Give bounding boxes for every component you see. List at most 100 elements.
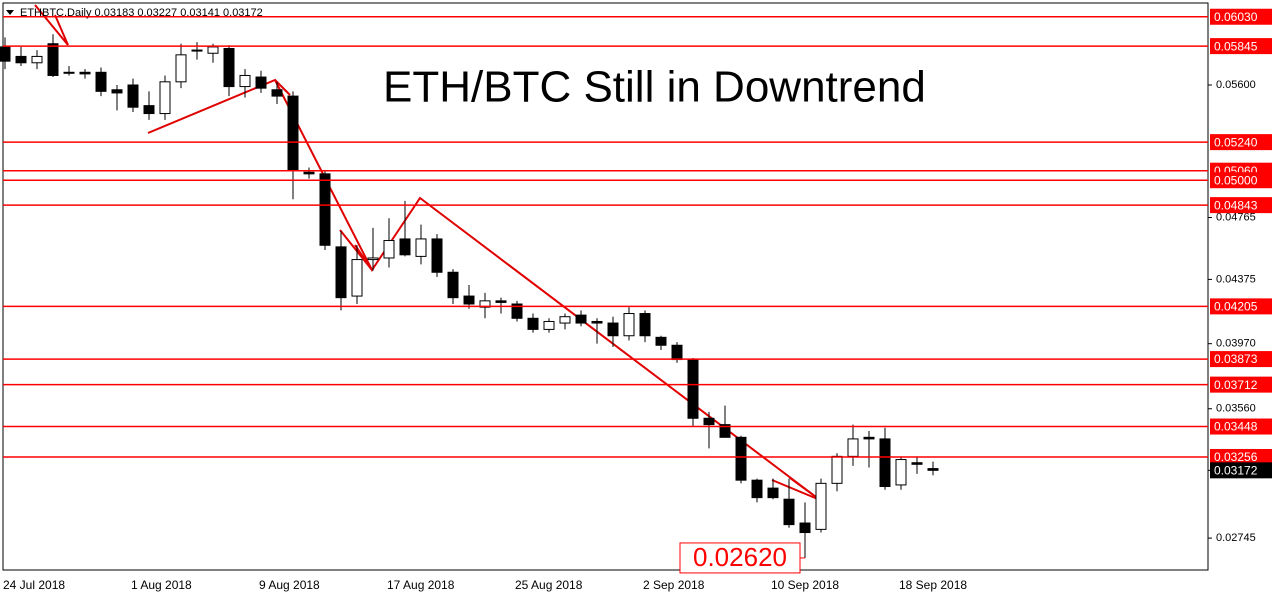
- candle-body: [15, 55, 27, 64]
- candle-body: [511, 303, 523, 319]
- candle-body: [255, 76, 267, 89]
- candle-body: [463, 295, 475, 305]
- candle-body: [879, 438, 891, 488]
- candle-body: [719, 424, 731, 438]
- y-tick-label: 0.03560: [1216, 403, 1256, 415]
- level-label: 0.03256: [1214, 450, 1258, 464]
- x-tick-label: 24 Jul 2018: [3, 578, 65, 592]
- arrow: [771, 479, 821, 501]
- level-label-box: [1210, 376, 1272, 393]
- candle-body: [47, 43, 59, 76]
- candle-body: [655, 336, 667, 346]
- x-tick-label: 18 Sep 2018: [899, 578, 967, 592]
- level-label-box: [1210, 134, 1272, 151]
- level-label: 0.03712: [1214, 378, 1258, 392]
- level-label: 0.04843: [1214, 198, 1258, 212]
- candle-body: [335, 246, 347, 299]
- arrow: [54, 14, 69, 46]
- plot-frame: [2, 2, 1209, 571]
- candle-body: [63, 71, 75, 74]
- candle-body: [31, 55, 43, 64]
- candle-body: [527, 317, 539, 330]
- y-tick-label: 0.05600: [1216, 79, 1256, 91]
- candle-body: [863, 436, 875, 440]
- annotation-box: [679, 542, 801, 574]
- candle-body: [351, 259, 363, 297]
- level-label: 0.05000: [1214, 173, 1258, 187]
- arrow: [34, 4, 69, 46]
- level-label: 0.05240: [1214, 135, 1258, 149]
- candle-body: [767, 487, 779, 499]
- y-tick-label: 0.04765: [1216, 211, 1256, 223]
- level-label: 0.03873: [1214, 352, 1258, 366]
- level-label-box: [1210, 351, 1272, 368]
- candle-body: [479, 300, 491, 308]
- candle-body: [127, 84, 139, 108]
- candle-body: [431, 238, 443, 273]
- header-icon: [6, 10, 14, 15]
- arrow: [789, 477, 821, 501]
- candle-body: [783, 498, 795, 526]
- candle-body: [175, 54, 187, 83]
- candle-body: [639, 313, 651, 337]
- candle-body: [815, 482, 827, 530]
- candle-body: [207, 46, 219, 54]
- candle-body: [415, 238, 427, 257]
- candle-body: [575, 314, 587, 324]
- level-label-box: [1210, 197, 1272, 214]
- candle-body: [895, 459, 907, 486]
- arrow: [354, 244, 373, 271]
- candle-body: [703, 417, 715, 426]
- candle-body: [671, 344, 683, 361]
- level-label: 0.05845: [1214, 39, 1258, 53]
- candle-body: [159, 81, 171, 115]
- level-label-box: [1210, 449, 1272, 465]
- candle-body: [383, 240, 395, 259]
- x-tick-label: 1 Aug 2018: [131, 578, 192, 592]
- candle-body: [191, 49, 203, 52]
- x-tick-label: 2 Sep 2018: [643, 578, 705, 592]
- y-tick-label: 0.02745: [1216, 532, 1256, 544]
- candle-body: [591, 320, 603, 324]
- level-label-box: [1210, 418, 1272, 435]
- candle-body: [287, 95, 299, 172]
- level-label: 0.04205: [1214, 300, 1258, 314]
- candle-body: [143, 105, 155, 115]
- candle-body: [911, 462, 923, 465]
- candle-body: [687, 359, 699, 419]
- candle-body: [799, 522, 811, 534]
- candle-body: [79, 71, 91, 75]
- candle-body: [735, 436, 747, 481]
- level-label-box: [1210, 8, 1272, 25]
- level-label: 0.06030: [1214, 10, 1258, 24]
- y-tick-label: 0.03970: [1216, 338, 1256, 350]
- chart-header: ETHBTC,Daily 0.03183 0.03227 0.03141 0.0…: [20, 7, 263, 19]
- candle-body: [447, 271, 459, 299]
- x-tick-label: 17 Aug 2018: [387, 578, 455, 592]
- level-label-box: [1210, 172, 1272, 189]
- chart-title: ETH/BTC Still in Downtrend: [383, 63, 926, 112]
- candle-body: [543, 320, 555, 330]
- x-tick-label: 10 Sep 2018: [771, 578, 839, 592]
- level-label-box: [1210, 38, 1272, 55]
- x-tick-label: 9 Aug 2018: [259, 578, 320, 592]
- candle-body: [751, 479, 763, 499]
- candle-body: [95, 71, 107, 92]
- current-price-label: 0.03172: [1214, 464, 1258, 478]
- candle-body: [111, 89, 123, 94]
- level-label-box: [1210, 298, 1272, 315]
- x-tick-label: 25 Aug 2018: [515, 578, 583, 592]
- candle-body: [607, 322, 619, 337]
- candle-body: [271, 89, 283, 97]
- candle-body: [319, 173, 331, 246]
- candle-body: [223, 47, 235, 88]
- candle-body: [927, 468, 939, 471]
- y-tick-label: 0.04375: [1216, 273, 1256, 285]
- candle-body: [0, 46, 11, 62]
- candle-body: [399, 238, 411, 256]
- candle-body: [239, 74, 251, 88]
- candle-body: [847, 438, 859, 457]
